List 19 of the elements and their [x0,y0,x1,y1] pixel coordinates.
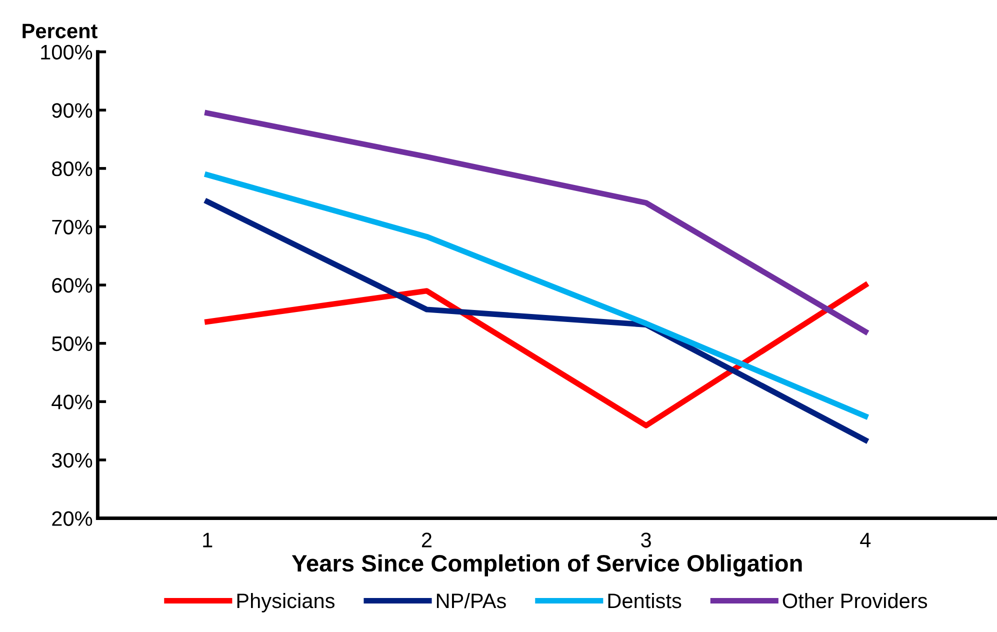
y-tick-label: 30% [52,452,92,468]
x-tick-label: 4 [860,532,871,548]
y-tick-label: 60% [52,278,92,293]
y-tick-label: 90% [52,103,92,118]
y-axis-title: Percent [22,24,98,38]
x-axis-title: Years Since Completion of Service Obligation [292,554,802,576]
x-tick-label: 3 [641,532,651,548]
y-tick-label: 70% [52,220,92,234]
x-tick-label: 1 [203,532,212,548]
legend-label: Other Providers [782,592,928,608]
y-tick-label: 100% [41,44,92,60]
y-tick-label: 50% [52,336,92,352]
y-tick-label: 40% [52,394,92,410]
legend-label: Dentists [608,592,682,608]
x-tick-label: 2 [422,532,432,548]
y-tick-label: 80% [52,161,92,176]
y-tick-label: 20% [52,511,92,526]
legend-label: NP/PAs [436,592,506,608]
legend-label: Physicians [237,592,334,612]
